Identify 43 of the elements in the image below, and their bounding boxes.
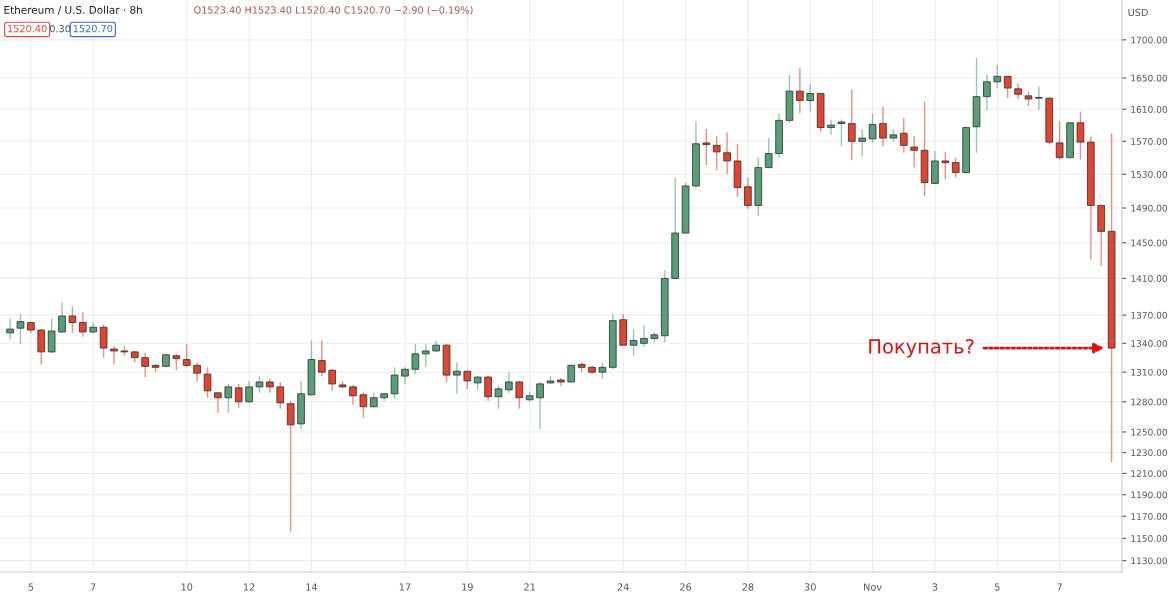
y-tick-label: 1650.00 [1131, 74, 1168, 82]
x-tick-label: 5 [994, 583, 1000, 591]
x-tick-label: 12 [243, 583, 255, 591]
y-tick-label: 1530.00 [1131, 170, 1168, 178]
y-tick-label: 1490.00 [1131, 204, 1168, 212]
y-tick-label: 1340.00 [1131, 340, 1168, 347]
chart-title: Ethereum / U.S. Dollar · 8h [4, 5, 142, 15]
annotation: 0.30 [49, 24, 71, 33]
y-tick-label: 1610.00 [1131, 105, 1168, 113]
y-tick-label: 1280.00 [1131, 398, 1168, 406]
x-tick-label: 7 [90, 583, 96, 591]
annotation: Покупать? [869, 339, 974, 358]
x-tick-label: 28 [742, 583, 754, 591]
x-tick-label: 3 [932, 583, 938, 591]
annotation: 1520.40 [8, 24, 47, 33]
y-tick-label: 1310.00 [1131, 368, 1168, 376]
y-tick-label: 1190.00 [1131, 491, 1168, 499]
x-tick-label: 21 [524, 583, 535, 591]
annotation: 1520.70 [73, 24, 113, 33]
y-tick-label: 1250.00 [1131, 428, 1168, 436]
x-tick-label: 5 [28, 583, 34, 591]
annotation: O1523.40 H1523.40 L1520.40 C1520.70 −2.90 (−0.19%) [194, 6, 473, 15]
y-axis-title: USD [1128, 8, 1148, 17]
y-tick-label: 1410.00 [1131, 275, 1168, 282]
x-tick-label: 30 [804, 583, 816, 591]
y-tick-label: 1210.00 [1131, 470, 1168, 477]
y-tick-label: 1370.00 [1131, 311, 1168, 319]
y-tick-label: 1170.00 [1131, 513, 1168, 520]
x-tick-label: Nov [864, 583, 882, 591]
x-tick-label: 10 [181, 583, 193, 591]
x-tick-label: 24 [617, 583, 629, 591]
x-tick-label: 26 [680, 583, 692, 591]
y-tick-label: 1150.00 [1131, 535, 1168, 542]
candlestick [827, 118, 835, 136]
y-tick-label: 1130.00 [1131, 557, 1168, 565]
x-tick-label: 19 [462, 583, 473, 591]
y-tick-label: 1700.00 [1131, 36, 1168, 44]
y-tick-label: 1450.00 [1131, 239, 1168, 247]
y-tick-label: 1230.00 [1131, 449, 1168, 457]
x-tick-label: 7 [1057, 583, 1062, 591]
y-tick-label: 1570.00 [1131, 138, 1168, 145]
x-tick-label: 17 [399, 583, 411, 591]
x-tick-label: 14 [306, 583, 318, 591]
